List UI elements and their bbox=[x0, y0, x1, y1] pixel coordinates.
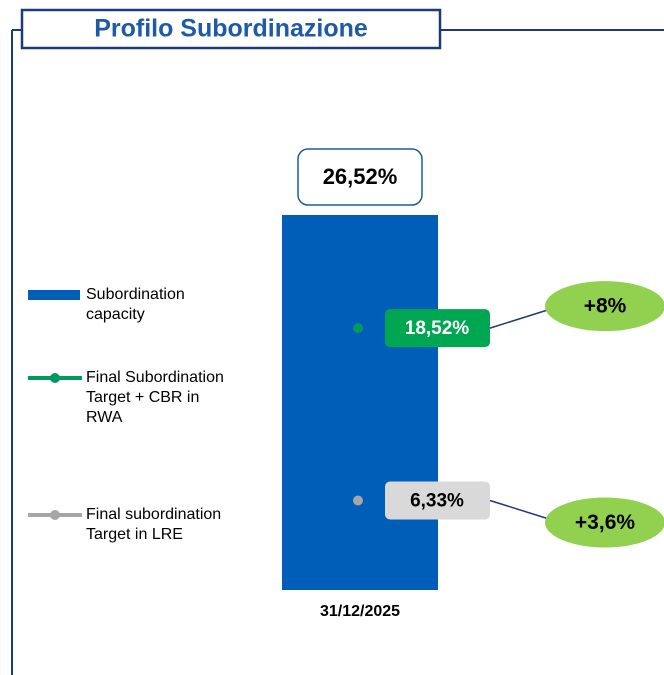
annotation-bubble bbox=[545, 281, 664, 332]
marker bbox=[353, 323, 363, 334]
legend-label: Final Subordination Target + CBR in RWA bbox=[86, 369, 224, 426]
title-box bbox=[20, 8, 442, 50]
bar bbox=[282, 215, 438, 590]
annotation-bubble bbox=[545, 497, 664, 548]
value-label-box bbox=[385, 309, 490, 348]
annotation: +8% bbox=[584, 295, 627, 318]
chart-title: Profilo Subordinazione bbox=[94, 15, 368, 43]
value-label: 6,33% bbox=[410, 491, 464, 512]
legend-label: Subordination capacity bbox=[86, 286, 185, 323]
marker bbox=[353, 495, 363, 506]
legend-swatch bbox=[28, 290, 80, 300]
legend-swatch bbox=[50, 510, 60, 520]
value-label-box bbox=[297, 148, 423, 206]
value-label-box bbox=[385, 481, 490, 520]
value-label: 26,52% bbox=[323, 164, 398, 189]
value-label: 18,52% bbox=[405, 318, 470, 339]
x-tick-label: 31/12/2025 bbox=[320, 603, 400, 620]
legend-swatch bbox=[50, 373, 60, 383]
annotation: +3,6% bbox=[575, 511, 635, 534]
legend-label: Final subordination Target in LRE bbox=[86, 506, 222, 543]
